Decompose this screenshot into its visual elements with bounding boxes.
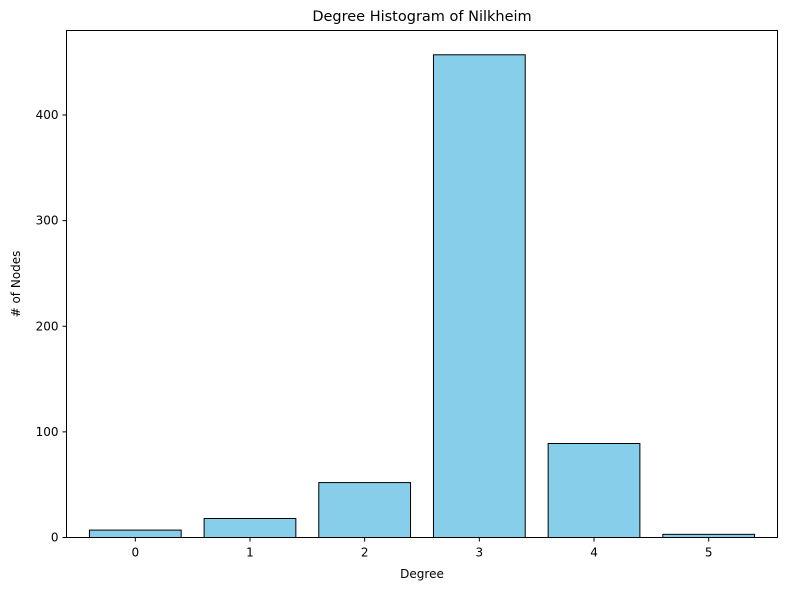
- bar-3: [432, 54, 526, 538]
- bar-4: [547, 442, 641, 538]
- chart-title: Degree Histogram of Nilkheim: [312, 9, 531, 25]
- bars-layer: [88, 54, 756, 539]
- x-tick-label: 2: [361, 546, 369, 560]
- x-tick-label: 3: [476, 546, 484, 560]
- y-axis-label: # of Nodes: [9, 251, 23, 318]
- x-tick-label: 1: [246, 546, 254, 560]
- x-tick-label: 5: [705, 546, 713, 560]
- x-tick-label: 0: [131, 546, 139, 560]
- x-axis: 0 1 2 3 4 5: [131, 537, 713, 560]
- y-tick-label: 0: [51, 531, 59, 545]
- y-axis: 0 100 200 300 400: [36, 108, 67, 545]
- y-tick-label: 300: [36, 214, 59, 228]
- plot-frame: [66, 30, 778, 538]
- y-tick-label: 200: [36, 319, 59, 333]
- x-axis-label: Degree: [400, 567, 444, 581]
- bar-1: [203, 517, 297, 538]
- bar-0: [88, 529, 182, 539]
- x-tick-label: 4: [590, 546, 598, 560]
- y-tick-label: 100: [36, 425, 59, 439]
- bar-2: [318, 482, 412, 539]
- y-tick-label: 400: [36, 108, 59, 122]
